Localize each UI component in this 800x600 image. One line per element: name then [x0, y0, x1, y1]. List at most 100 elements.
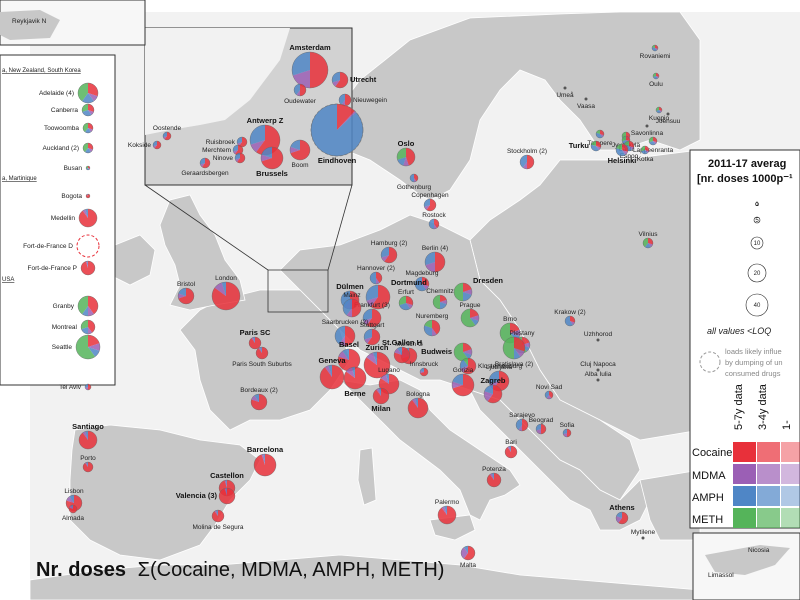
- city-paris-sc-slice-1: [251, 337, 255, 343]
- zoom-city-amsterdam-pie: [291, 51, 329, 89]
- zoom-city-ninove-outline: [234, 152, 246, 164]
- zoom-inset-sea: [145, 28, 290, 135]
- city-helsinki-slice-0: [622, 144, 629, 152]
- inset-3-8-slice-0: [80, 261, 95, 276]
- city-molina-de-segura-slice-2: [216, 510, 218, 516]
- city-nuremberg-pie: [423, 319, 441, 337]
- city-ume--dot: [563, 86, 567, 90]
- legend-size-label-1: 5: [755, 218, 759, 224]
- city-hamburg-2--label: Hamburg (2): [371, 240, 407, 247]
- legend-influence-note-3: consumed drugs: [725, 369, 781, 378]
- corsica-sardinia-landmass: [357, 447, 377, 506]
- inset-0-5-slice-0: [86, 194, 91, 198]
- zoom-city-eindhoven-outline: [310, 103, 364, 157]
- city-paris-south-suburbs-pie: [255, 346, 269, 360]
- inset-4-4-label: Busan: [64, 165, 83, 172]
- city-helsinki-slice-3: [616, 144, 622, 150]
- city-beograd-pie: [535, 423, 547, 435]
- inset-3-3-outline: [82, 142, 94, 154]
- city-hamburg-2--slice-0: [384, 247, 397, 264]
- city-zurich-slice-2: [372, 352, 377, 365]
- zoom-city-utrecht-slice-0: [335, 72, 348, 88]
- city-rovaniemi-slice-1: [655, 48, 658, 51]
- zoom-city-eindhoven-label: Eindhoven: [318, 156, 357, 165]
- inset-3-8-slice-2: [87, 261, 88, 268]
- oceania-heading: a, New Zealand, South Korea: [2, 68, 81, 74]
- city-porto-slice-2: [86, 462, 88, 467]
- city-gorizia-slice-2: [452, 374, 463, 385]
- city-mainz-slice-2: [343, 299, 352, 316]
- city-geneva-slice-2: [328, 365, 332, 377]
- inset-1-10-slice-3: [81, 320, 88, 330]
- inset-0-0-slice-1: [88, 93, 98, 102]
- city-pies-layer: RovaniemiOuluUmeåVaasaKuopioJoensuuJyväs…: [62, 44, 681, 569]
- city-dresden-label: Dresden: [473, 276, 503, 285]
- city-chemnitz-pie: [432, 294, 448, 310]
- city-zagreb-slice-0: [487, 385, 503, 403]
- city-tampere-slice-2: [596, 132, 603, 138]
- city-molina-de-segura-outline: [211, 509, 225, 523]
- usa-heading: USA: [2, 277, 14, 283]
- inset-2-11-pie: [75, 334, 101, 360]
- city-stockholm-2--label: Stockholm (2): [507, 148, 547, 155]
- zoom-city-amsterdam-slice-1: [292, 70, 310, 88]
- city-zagreb-slice-2: [484, 385, 493, 394]
- zoom-city-geraardsbergen-pie: [199, 157, 211, 169]
- city-bari-slice-0: [505, 446, 518, 459]
- legend-swatches: [733, 442, 800, 528]
- legend-swatch-3-2: [781, 508, 800, 528]
- inset-1-1-slice-2: [82, 110, 92, 117]
- city-santiago-slice-0: [78, 431, 97, 450]
- city-zagreb-outline: [483, 384, 503, 404]
- city-barcelona-slice-2: [263, 454, 265, 465]
- legend-title-line1: 2011-17 averag: [708, 158, 786, 170]
- city-santiago-slice-1: [82, 431, 88, 440]
- inset-3-3-slice-2: [85, 148, 91, 154]
- city-stockholm-2--slice-0: [527, 155, 534, 169]
- city-ume--label: Umeå: [556, 91, 574, 99]
- legend-swatch-2-2: [781, 486, 800, 506]
- inset-1-1-label: Canberra: [51, 107, 78, 114]
- zoom-city-merchtem-label: Merchtem: [202, 147, 231, 154]
- city-bristol-label: Bristol: [177, 281, 196, 288]
- city-berne-slice-1: [346, 367, 355, 378]
- zoom-city-utrecht-pie: [331, 71, 349, 89]
- iceland-landmass: [0, 10, 60, 40]
- city-saarbrucken-2--slice-2: [334, 326, 345, 345]
- city-dresden-slice-3: [454, 283, 463, 301]
- reykjavik-inset: Reykjavik N: [0, 0, 146, 46]
- inset-2-7-dashed: [76, 234, 100, 258]
- legend-size-circles: 1 5 10 20 40: [745, 202, 769, 317]
- zoom-city-oostende-slice-1: [163, 136, 167, 140]
- city-basel-slice-0: [338, 349, 361, 371]
- city-bari-label: Bari: [505, 439, 517, 446]
- city-magdeburg-pie: [414, 276, 430, 292]
- city-geneva-label: Geneva: [318, 356, 346, 365]
- zoom-city-eindhoven-slice-2: [311, 104, 363, 156]
- legend-size-circle-0: [755, 202, 759, 206]
- city-innsbruck-slice-1: [420, 370, 424, 374]
- city-kotka-slice-1: [645, 150, 649, 154]
- city-st-gallen-h-label: St.Gallen H: [382, 338, 422, 347]
- city-almada-slice-2: [70, 505, 73, 509]
- city-hannover-2--label: Hannover (2): [357, 265, 395, 272]
- city-krakow-2--slice-0: [570, 316, 576, 323]
- nicosia-label: Nicosia: [748, 547, 770, 554]
- zoom-city-geraardsbergen-slice-0: [202, 158, 210, 168]
- city-vaasa-pie: [584, 97, 588, 101]
- city-rovaniemi-slice-0: [655, 45, 658, 49]
- inset-2-2-slice-2: [85, 128, 91, 134]
- city-vilnius-slice-0: [648, 238, 653, 245]
- city-innsbruck-slice-0: [420, 368, 428, 376]
- city-helsinki-outline: [615, 143, 629, 157]
- city-mainz-pie: [342, 298, 362, 318]
- zoom-city-boom-slice-1: [290, 146, 300, 154]
- city-lappeenranta-slice-2: [649, 141, 656, 145]
- city-erfurt-slice-1: [406, 303, 413, 309]
- city-dresden-pie: [453, 282, 473, 302]
- inset-3-3-label: Auckland (2): [43, 145, 80, 152]
- city-molina-de-segura-pie: [211, 509, 225, 523]
- city-bordeaux-2--outline: [250, 393, 268, 411]
- city-hannover-2--slice-1: [376, 278, 380, 284]
- city-kotka-slice-3: [641, 146, 645, 152]
